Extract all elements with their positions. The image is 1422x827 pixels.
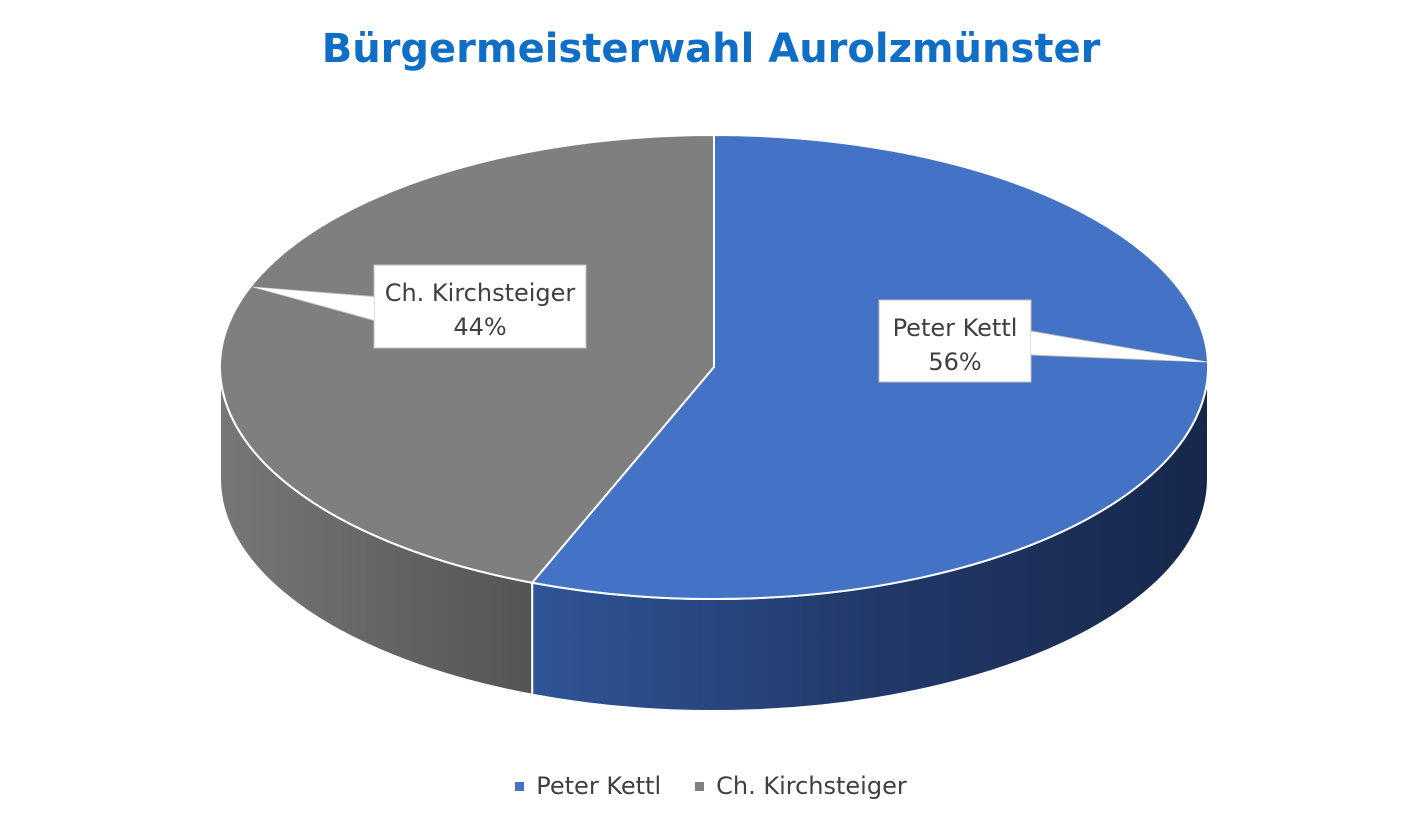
- legend-item: Peter Kettl: [515, 772, 661, 800]
- slice-name-label: Peter Kettl: [893, 314, 1018, 342]
- slice-value-label: 44%: [453, 313, 506, 341]
- pie-slice: [219, 133, 715, 584]
- chart-title: Bürgermeisterwahl Aurolzmünster: [321, 26, 1101, 72]
- data-label-callout: Ch. Kirchsteiger 44%: [252, 264, 587, 349]
- legend-swatch-icon: [515, 781, 525, 791]
- legend-swatch-icon: [695, 781, 705, 791]
- pie-slice: [530, 133, 1209, 600]
- legend: Peter Kettl Ch. Kirchsteiger: [0, 772, 1422, 800]
- legend-label: Ch. Kirchsteiger: [716, 772, 907, 800]
- legend-label: Peter Kettl: [536, 772, 662, 800]
- legend-item: Ch. Kirchsteiger: [695, 772, 907, 800]
- data-label-callout: Peter Kettl 56%: [878, 299, 1208, 383]
- slice-name-label: Ch. Kirchsteiger: [385, 279, 576, 307]
- slice-value-label: 56%: [928, 348, 981, 376]
